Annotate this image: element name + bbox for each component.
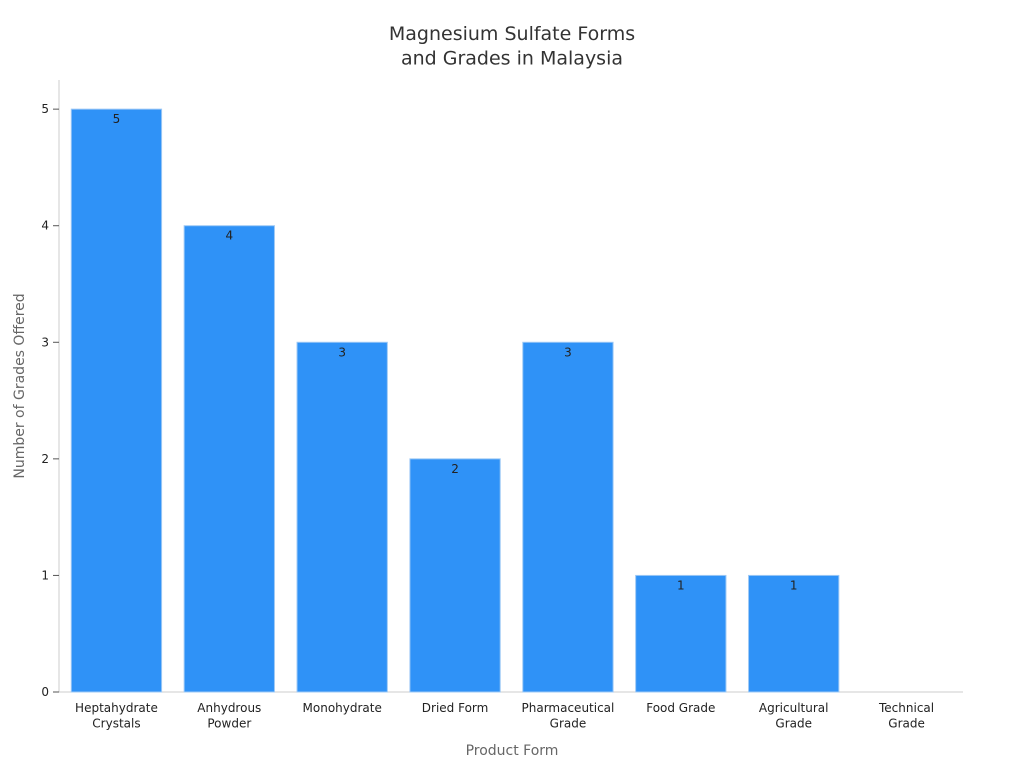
bar (296, 341, 388, 693)
bar (183, 225, 275, 693)
x-tick-label: Pharmaceutical Grade (522, 701, 615, 731)
y-tick-label: 5 (41, 102, 49, 116)
y-tick-label: 0 (41, 685, 49, 699)
y-tick-label: 1 (41, 568, 49, 582)
data-label: 4 (225, 229, 233, 243)
x-tick-label: Anhydrous Powder (197, 701, 261, 731)
y-tick-label: 2 (41, 452, 49, 466)
bar (635, 574, 727, 693)
data-label: 5 (113, 112, 121, 126)
x-axis-label: Product Form (466, 743, 559, 759)
y-tick-label: 4 (41, 219, 49, 233)
x-tick-label: Monohydrate (303, 701, 382, 715)
x-tick-label: Agricultural Grade (759, 701, 829, 731)
data-label: 3 (564, 345, 572, 359)
data-label: 2 (451, 462, 459, 476)
x-tick-label: Technical Grade (878, 701, 934, 731)
y-tick-label: 3 (41, 335, 49, 349)
x-tick-label: Dried Form (422, 701, 489, 715)
bar (522, 341, 614, 693)
data-label: 3 (338, 345, 346, 359)
x-tick-label: Heptahydrate Crystals (75, 701, 158, 731)
x-tick-label: Food Grade (646, 701, 715, 715)
bar (409, 458, 501, 693)
y-axis-label: Number of Grades Offered (12, 293, 28, 478)
bar (70, 108, 163, 693)
chart-title: Magnesium Sulfate Forms and Grades in Mal… (389, 23, 635, 70)
data-label: 1 (790, 578, 798, 592)
data-label: 1 (677, 578, 685, 592)
bar (748, 574, 840, 693)
